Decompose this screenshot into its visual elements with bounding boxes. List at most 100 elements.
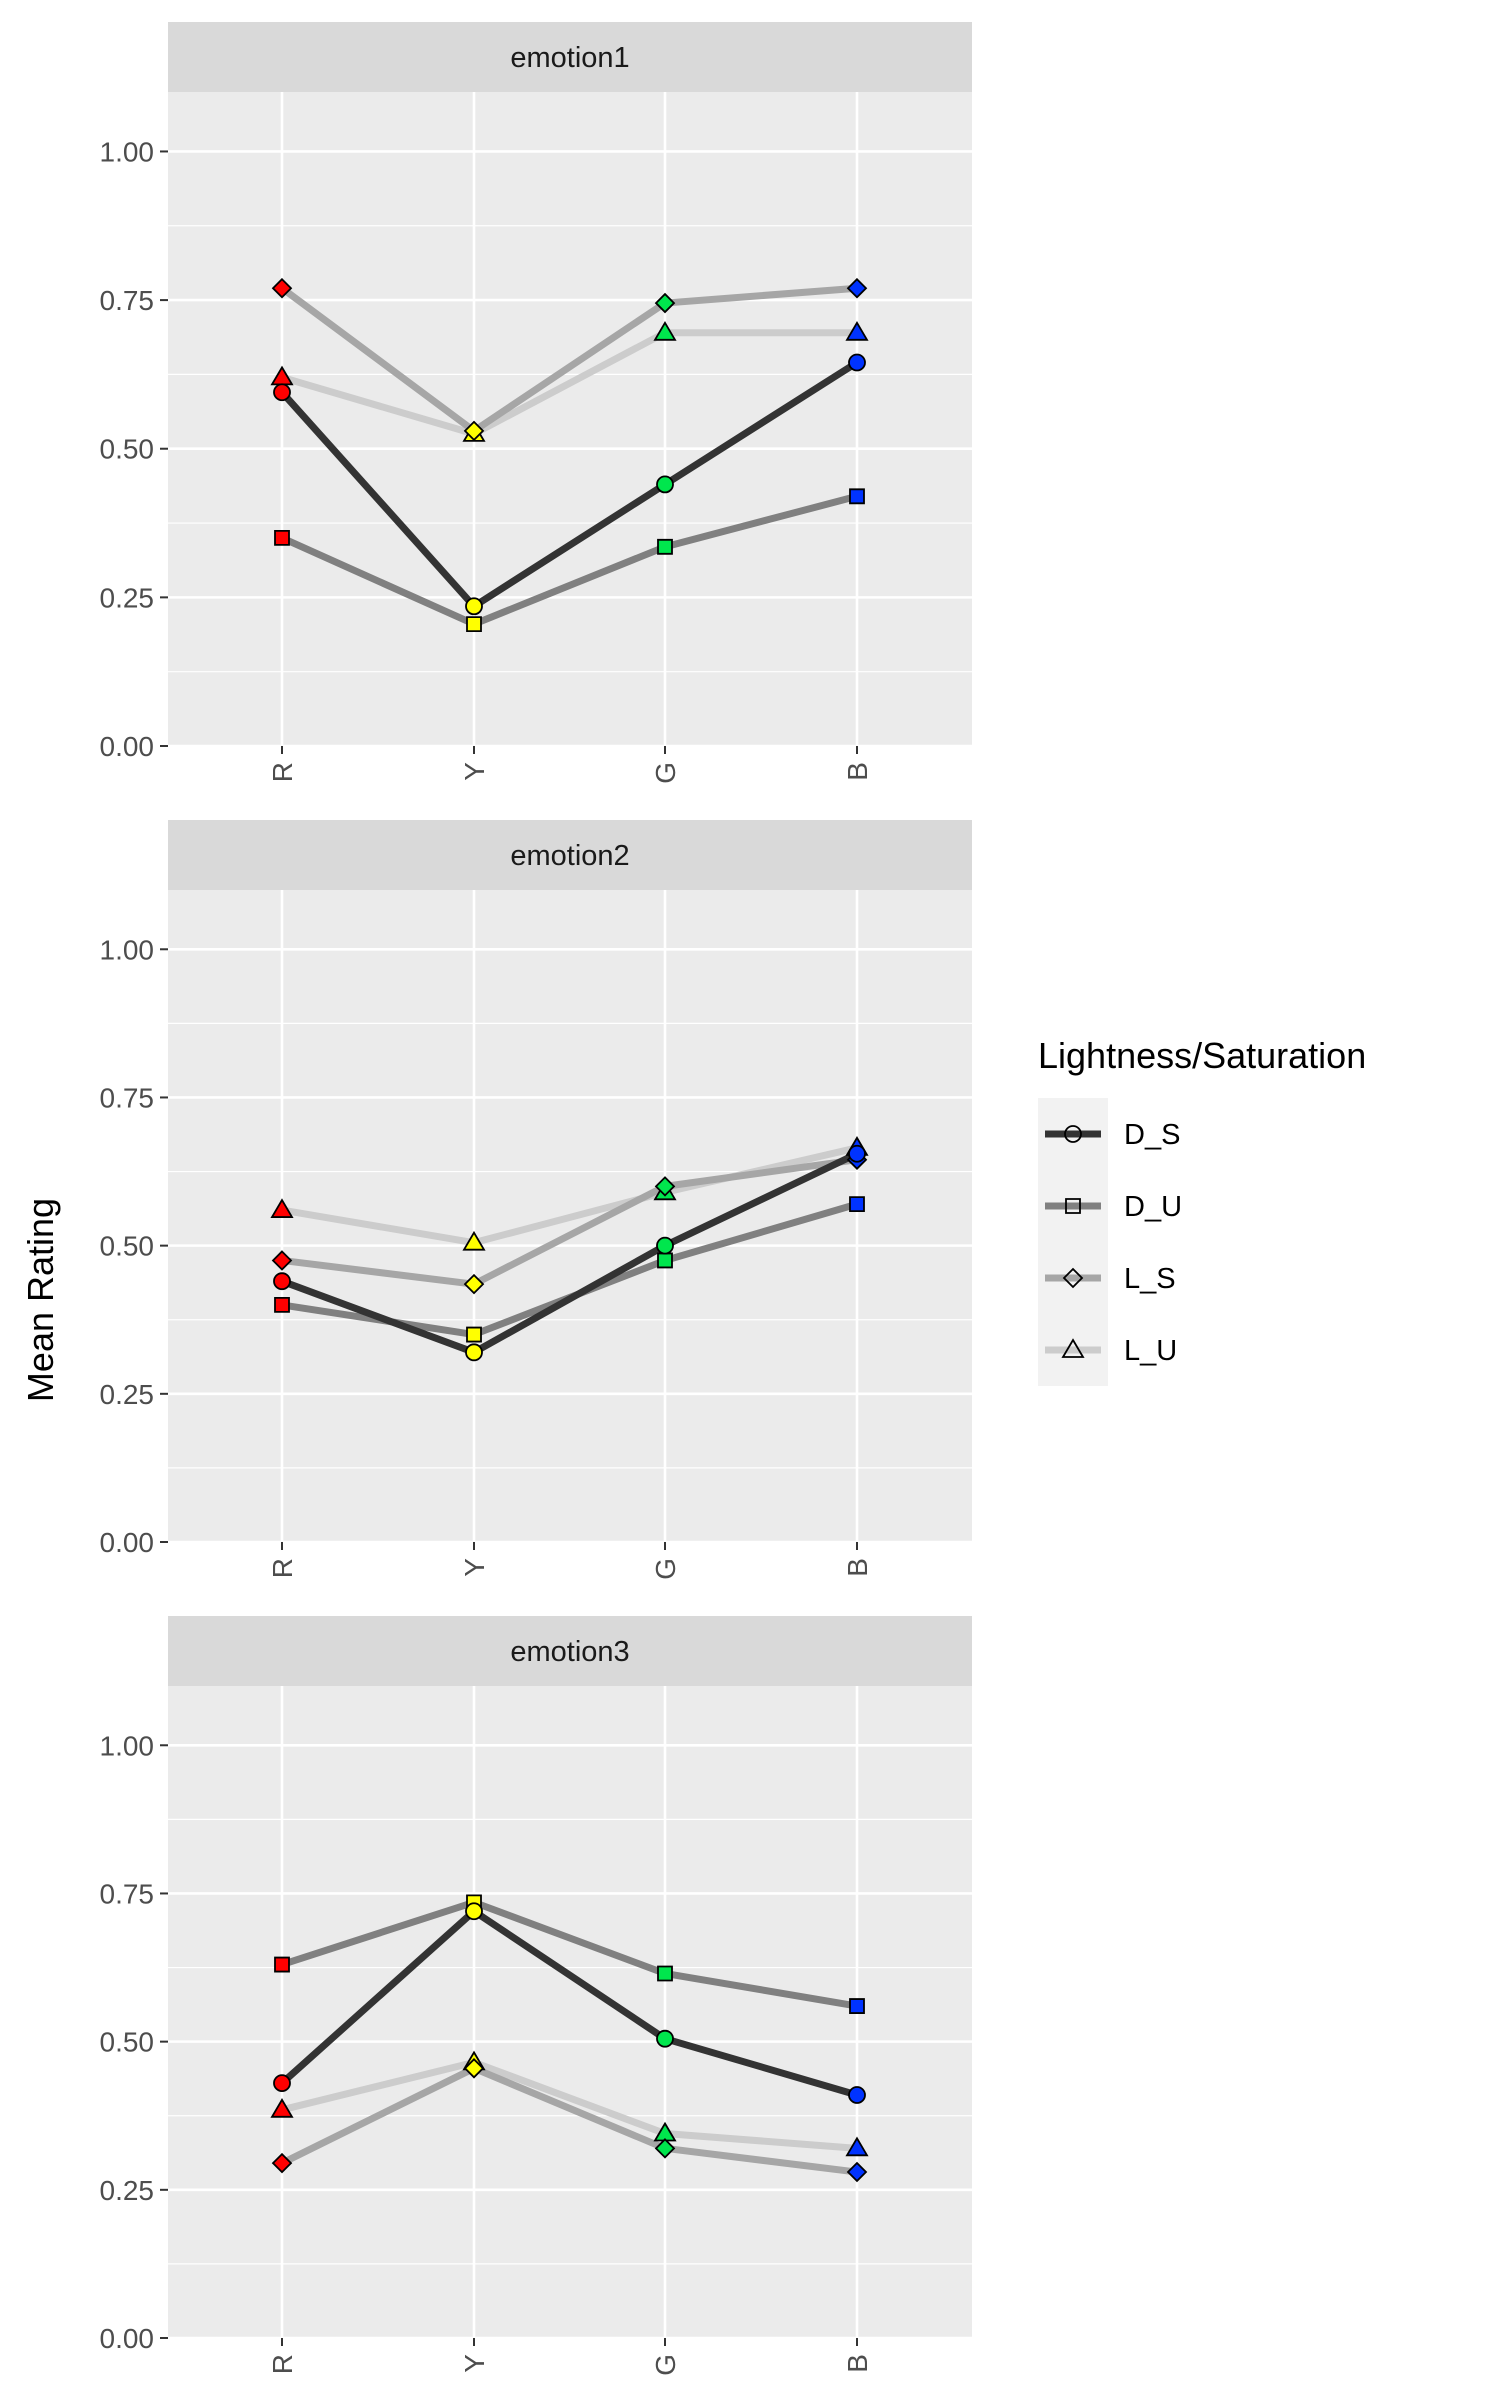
facet-strip <box>168 22 972 92</box>
x-tick-label: R <box>267 2354 298 2374</box>
data-point-L_S-G <box>654 1176 676 1197</box>
data-point-D_U-B <box>849 1196 865 1213</box>
data-point-L_S-R <box>271 2152 293 2174</box>
y-tick-label: 0.25 <box>100 2175 155 2206</box>
y-tick-label: 0.00 <box>100 1527 155 1558</box>
data-point-L_U-R <box>270 2098 294 2118</box>
legend-key-marker-L_S <box>1062 1267 1084 1289</box>
data-point-D_S-G <box>656 2029 674 2048</box>
data-point-D_S-B <box>848 1144 866 1163</box>
data-point-L_S-Y <box>463 1273 485 1295</box>
y-tick-label: 1.00 <box>100 934 155 965</box>
panel-emotion2: emotion2 0.00 0.25 0.50 0.75 1.00 R Y G B <box>100 820 972 1580</box>
series-line-D_S <box>279 1907 858 2099</box>
facet-strip <box>168 820 972 890</box>
data-point-L_S-Y <box>463 420 485 442</box>
data-point-D_U-R <box>274 1956 290 1973</box>
y-tick-label: 0.50 <box>100 1231 155 1262</box>
data-point-L_S-G <box>654 2138 676 2159</box>
data-point-D_S-R <box>273 2074 291 2093</box>
data-point-D_S-B <box>848 2086 866 2104</box>
y-tick-label: 1.00 <box>100 1730 155 1761</box>
x-tick-label: B <box>842 1558 873 1577</box>
series-line-D_U <box>280 1898 858 2010</box>
panel-background <box>168 92 972 746</box>
data-point-D_S-G <box>656 1236 674 1255</box>
x-tick-label: B <box>842 2354 873 2373</box>
x-tick-label: G <box>650 762 681 784</box>
legend: Lightness/Saturation D_S D_U L_S L_U <box>1038 1035 1366 1386</box>
data-point-D_S-Y <box>465 597 483 616</box>
legend-key-marker-D_U <box>1065 1198 1081 1214</box>
facet-strip-label: emotion2 <box>510 840 629 872</box>
legend-label-L_U: L_U <box>1124 1335 1177 1367</box>
y-tick-label: 1.00 <box>100 136 155 167</box>
y-axis-title: Mean Rating <box>20 1198 61 1402</box>
panel-emotion3: emotion3 0.00 0.25 0.50 0.75 1.00 R Y G B <box>100 1616 972 2376</box>
y-tick-label: 0.50 <box>100 434 155 465</box>
y-tick-label: 0.75 <box>100 285 155 316</box>
data-point-D_S-Y <box>465 1343 483 1362</box>
y-tick-label: 0.75 <box>100 1082 155 1113</box>
series-line-L_U <box>281 329 857 438</box>
data-point-L_S-R <box>271 1250 293 1271</box>
data-point-L_S-G <box>654 292 676 314</box>
panel-emotion1: emotion1 0.00 0.25 0.50 0.75 1.00 R Y G B <box>100 22 972 784</box>
data-point-D_S-R <box>273 1272 291 1291</box>
x-tick-label: Y <box>459 2354 490 2373</box>
data-point-D_U-R <box>274 1297 290 1313</box>
legend-key-marker-D_S <box>1064 1125 1082 1143</box>
data-point-D_S-R <box>273 383 291 402</box>
data-point-D_S-Y <box>465 1902 483 1921</box>
data-point-L_S-R <box>271 277 293 299</box>
legend-label-L_S: L_S <box>1124 1263 1176 1295</box>
x-tick-label: Y <box>459 762 490 781</box>
x-tick-label: B <box>842 762 873 781</box>
x-tick-label: Y <box>459 1558 490 1577</box>
x-tick-label: R <box>267 1558 298 1578</box>
data-point-D_U-B <box>849 488 865 505</box>
data-point-D_S-B <box>848 353 866 372</box>
y-tick-label: 0.25 <box>100 582 155 613</box>
legend-label-D_S: D_S <box>1124 1119 1180 1151</box>
legend-label-D_U: D_U <box>1124 1191 1182 1223</box>
data-point-D_U-G <box>657 538 673 555</box>
data-point-L_U-R <box>270 1198 294 1218</box>
series-line-D_S <box>280 1150 859 1356</box>
legend-key-marker-L_U <box>1061 1338 1085 1358</box>
data-point-D_U-B <box>849 1998 865 2014</box>
series-line-L_U <box>281 2058 858 2152</box>
x-tick-label: G <box>650 1558 681 1580</box>
panel-background <box>168 1686 972 2338</box>
legend-title: Lightness/Saturation <box>1038 1035 1366 1076</box>
data-point-L_U-B <box>845 321 869 341</box>
series-line-D_U <box>280 492 858 628</box>
data-point-D_U-R <box>274 530 290 546</box>
x-tick-label: R <box>267 762 298 782</box>
data-point-L_S-Y <box>463 2058 485 2079</box>
data-point-L_S-B <box>846 277 868 299</box>
facet-strip-label: emotion1 <box>510 42 629 74</box>
y-tick-label: 0.00 <box>100 731 155 762</box>
data-point-D_U-Y <box>466 1326 482 1343</box>
series-line-L_S <box>280 2064 858 2176</box>
y-tick-label: 0.00 <box>100 2323 155 2354</box>
data-point-L_U-Y <box>462 1230 486 1251</box>
data-point-D_U-G <box>657 1252 673 1269</box>
y-tick-label: 0.75 <box>100 1878 155 1909</box>
y-tick-label: 0.25 <box>100 1379 155 1410</box>
series-line-L_S <box>281 1156 858 1288</box>
data-point-D_U-Y <box>466 616 482 633</box>
x-tick-label: G <box>650 2354 681 2376</box>
series-line-D_S <box>279 359 859 610</box>
data-point-D_S-G <box>656 475 674 494</box>
facet-strip <box>168 1616 972 1686</box>
facet-strip-label: emotion3 <box>510 1636 629 1668</box>
data-point-L_U-B <box>845 2136 869 2157</box>
y-tick-label: 0.50 <box>100 2027 155 2058</box>
data-point-D_U-G <box>657 1965 673 1982</box>
data-point-L_U-G <box>653 321 677 341</box>
data-point-L_S-B <box>846 2161 868 2183</box>
